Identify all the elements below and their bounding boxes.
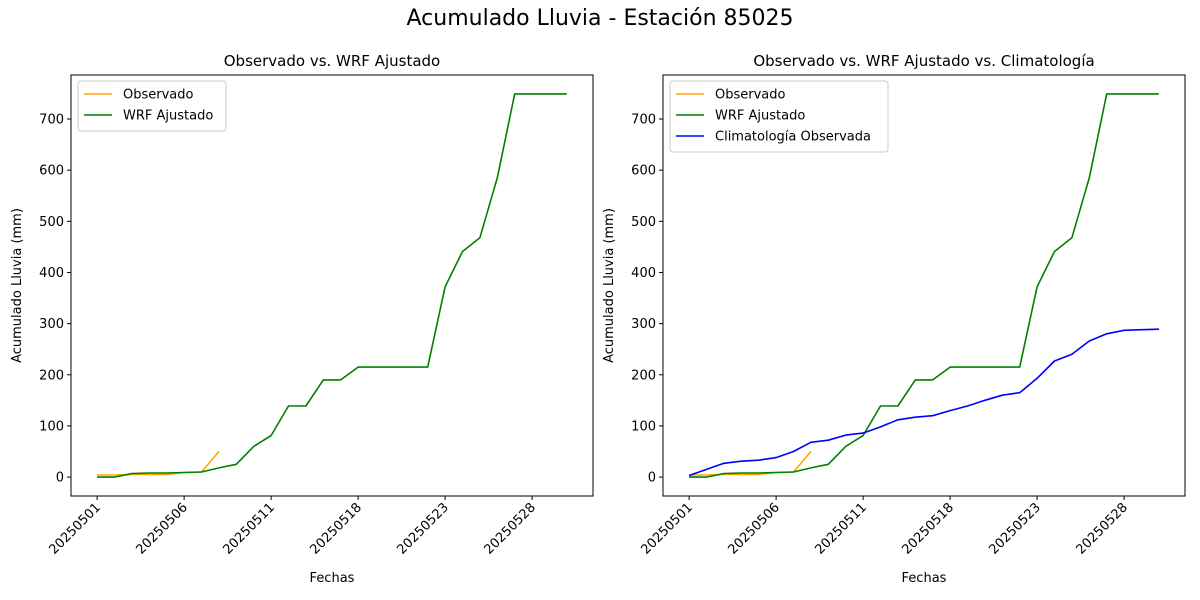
x-tick-label: 20250528: [1074, 500, 1131, 557]
y-tick-label: 100: [631, 419, 656, 434]
series-line-wrf-ajustado: [689, 93, 1159, 478]
legend-label: WRF Ajustado: [123, 109, 213, 124]
y-tick-label: 400: [631, 266, 656, 281]
axes-frame: [662, 74, 1186, 497]
legend-label: Observado: [715, 88, 786, 103]
y-tick-label: 300: [39, 317, 64, 332]
x-tick-label: 20250518: [308, 500, 365, 557]
series-line-wrf-ajustado: [97, 93, 567, 478]
chart-title: Observado vs. WRF Ajustado: [224, 52, 440, 70]
series-line-climatolog-a-observada: [688, 328, 1159, 477]
y-tick-label: 600: [631, 164, 656, 179]
legend-label: WRF Ajustado: [715, 109, 805, 124]
y-axis-label: Acumulado Lluvia (mm): [10, 208, 25, 363]
y-tick-label: 500: [631, 215, 656, 230]
x-tick-label: 20250501: [47, 500, 104, 557]
x-tick-label: 20250506: [726, 500, 783, 557]
x-tick-label: 20250501: [639, 500, 696, 557]
x-tick-label: 20250523: [987, 500, 1044, 557]
legend-box: [669, 80, 889, 153]
x-axis-label: Fechas: [310, 571, 355, 586]
y-tick-label: 700: [39, 112, 64, 127]
y-tick-label: 400: [39, 266, 64, 281]
legend-label: Observado: [123, 88, 194, 103]
y-tick-label: 500: [39, 215, 64, 230]
x-tick-label: 20250511: [221, 500, 278, 557]
x-tick-label: 20250506: [134, 500, 191, 557]
y-tick-label: 700: [631, 112, 656, 127]
legend: Observado WRF Ajustado: [77, 80, 227, 132]
legend-label: Climatología Observada: [715, 130, 871, 145]
y-tick-label: 300: [631, 317, 656, 332]
chart-title: Observado vs. WRF Ajustado vs. Climatolo…: [753, 52, 1094, 70]
x-tick-label: 20250528: [482, 500, 539, 557]
y-tick-label: 200: [631, 368, 656, 383]
legend-box: [77, 80, 227, 132]
y-axis-label: Acumulado Lluvia (mm): [602, 208, 617, 363]
chart-panel-2: Observado vs. WRF Ajustado vs. Climatolo…: [602, 52, 1186, 586]
y-tick-label: 600: [39, 164, 64, 179]
y-tick-label: 0: [56, 471, 64, 486]
y-tick-label: 100: [39, 419, 64, 434]
figure-title: Acumulado Lluvia - Estación 85025: [406, 6, 794, 31]
legend: Observado WRF Ajustado Climatología Observ…: [669, 80, 889, 153]
axes-frame: [70, 74, 594, 497]
y-tick-label: 200: [39, 368, 64, 383]
x-tick-label: 20250518: [900, 500, 957, 557]
x-axis-label: Fechas: [902, 571, 947, 586]
x-tick-label: 20250523: [395, 500, 452, 557]
y-tick-label: 0: [648, 471, 656, 486]
x-tick-label: 20250511: [813, 500, 870, 557]
chart-panel-1: Observado vs. WRF Ajustado 0 100 200 300 400 5…: [10, 52, 594, 586]
